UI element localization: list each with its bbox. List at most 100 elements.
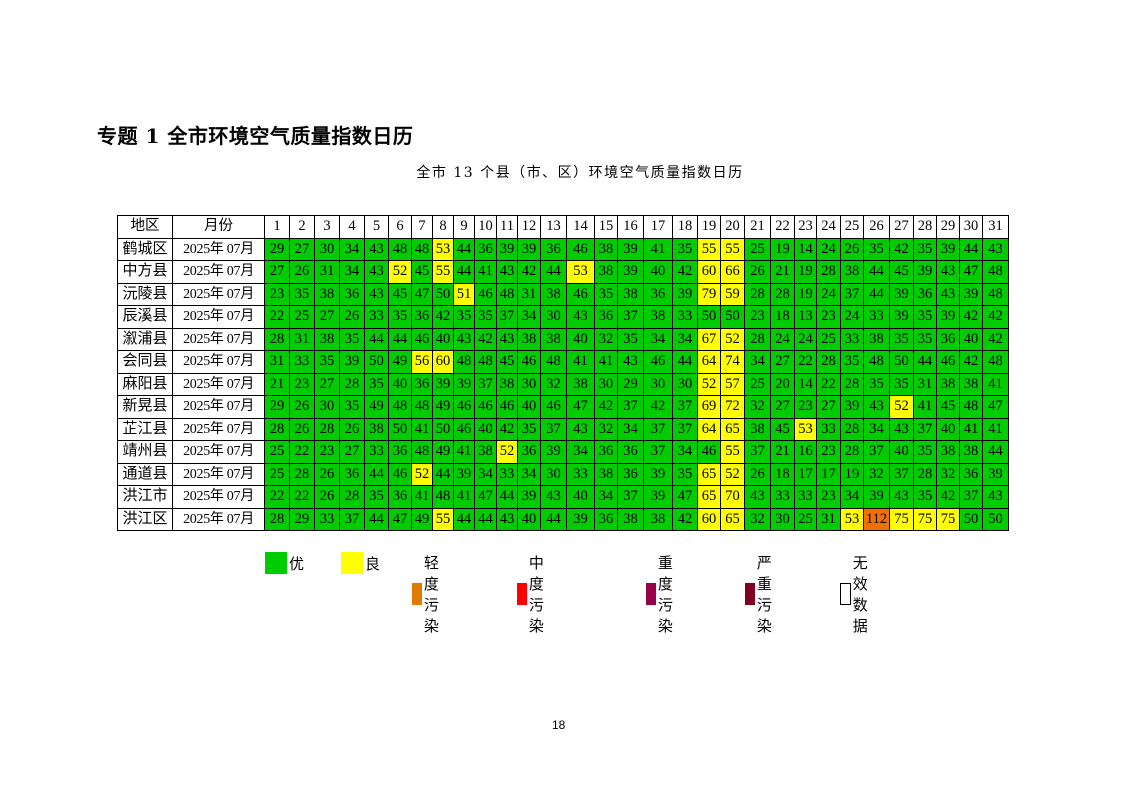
aqi-cell: 17 [816, 462, 841, 486]
aqi-cell: 37 [496, 305, 518, 329]
aqi-cell: 38 [474, 440, 497, 464]
aqi-cell: 52 [496, 440, 518, 464]
aqi-cell: 26 [314, 462, 340, 486]
aqi-cell: 35 [889, 372, 914, 396]
aqi-cell: 66 [720, 260, 745, 284]
legend-label: 良 [365, 554, 381, 573]
aqi-cell: 22 [289, 485, 315, 509]
aqi-cell: 38 [936, 440, 960, 464]
aqi-cell: 65 [720, 507, 745, 531]
aqi-cell: 43 [889, 485, 914, 509]
aqi-cell: 33 [816, 417, 841, 441]
aqi-cell: 44 [453, 507, 475, 531]
month-cell: 2025年 07月 [172, 327, 265, 351]
month-cell: 2025年 07月 [172, 350, 265, 374]
aqi-cell: 27 [314, 305, 340, 329]
month-cell: 2025年 07月 [172, 260, 265, 284]
aqi-cell: 30 [770, 507, 795, 531]
aqi-cell: 34 [744, 350, 771, 374]
aqi-cell: 36 [936, 327, 960, 351]
header-day: 1 [264, 215, 290, 239]
aqi-cell: 42 [672, 260, 698, 284]
aqi-cell: 38 [863, 327, 890, 351]
header-day: 23 [794, 215, 817, 239]
aqi-cell: 44 [474, 507, 497, 531]
aqi-cell: 38 [617, 282, 644, 306]
aqi-cell: 33 [863, 305, 890, 329]
aqi-cell: 36 [339, 282, 365, 306]
aqi-cell: 37 [617, 305, 644, 329]
aqi-cell: 37 [672, 395, 698, 419]
aqi-cell: 25 [264, 462, 290, 486]
aqi-cell: 39 [453, 462, 475, 486]
aqi-cell: 52 [411, 462, 433, 486]
aqi-cell: 30 [517, 372, 541, 396]
aqi-cell: 46 [474, 282, 497, 306]
aqi-cell: 47 [566, 395, 595, 419]
aqi-cell: 32 [863, 462, 890, 486]
header-day: 4 [339, 215, 365, 239]
aqi-cell: 33 [314, 507, 340, 531]
aqi-cell: 34 [672, 327, 698, 351]
aqi-cell: 34 [339, 260, 365, 284]
aqi-cell: 28 [289, 462, 315, 486]
aqi-cell: 39 [863, 485, 890, 509]
aqi-cell: 28 [264, 507, 290, 531]
aqi-cell: 28 [744, 327, 771, 351]
aqi-cell: 34 [617, 417, 644, 441]
aqi-cell: 60 [697, 260, 721, 284]
aqi-cell: 50 [432, 282, 454, 306]
aqi-cell: 38 [617, 507, 644, 531]
aqi-cell: 44 [453, 237, 475, 261]
aqi-cell: 19 [794, 260, 817, 284]
aqi-cell: 32 [744, 507, 771, 531]
aqi-cell: 30 [594, 372, 618, 396]
legend-swatch [341, 552, 363, 574]
aqi-cell: 48 [432, 485, 454, 509]
aqi-cell: 38 [594, 462, 618, 486]
aqi-cell: 49 [364, 395, 389, 419]
aqi-cell: 41 [959, 417, 983, 441]
aqi-cell: 39 [672, 282, 698, 306]
aqi-cell: 48 [388, 395, 412, 419]
aqi-cell: 48 [411, 237, 433, 261]
aqi-cell: 46 [936, 350, 960, 374]
aqi-cell: 37 [744, 440, 771, 464]
header-day: 2 [289, 215, 315, 239]
header-month: 月份 [172, 215, 265, 239]
aqi-cell: 29 [264, 395, 290, 419]
aqi-cell: 37 [959, 485, 983, 509]
table-row: 鹤城区 2025年 07月 29 27 30 34 43 48 48 53 44 36 39 39 36 46… [117, 237, 1009, 261]
table-row: 沅陵县 2025年 07月 23 35 38 36 43 45 47 50 51 46 48 31 38 46… [117, 282, 1009, 306]
month-cell: 2025年 07月 [172, 237, 265, 261]
table-row: 洪江区 2025年 07月 28 29 33 37 44 47 49 55 44 44 43 40 44 39… [117, 507, 1009, 531]
aqi-cell: 38 [643, 305, 673, 329]
aqi-cell: 38 [840, 260, 864, 284]
aqi-cell: 28 [264, 417, 290, 441]
aqi-cell: 55 [720, 440, 745, 464]
aqi-cell: 46 [697, 440, 721, 464]
header-day: 7 [411, 215, 433, 239]
aqi-cell: 60 [697, 507, 721, 531]
aqi-cell: 38 [959, 372, 983, 396]
region-cell: 麻阳县 [117, 372, 173, 396]
aqi-calendar-table: 地区 月份 1 2 3 4 5 6 7 8 9 10 11 12 13 14 15 16 17 18 19 20 21 2… [117, 215, 1009, 531]
aqi-cell: 43 [936, 260, 960, 284]
aqi-cell: 36 [411, 305, 433, 329]
aqi-cell: 41 [566, 350, 595, 374]
aqi-cell: 18 [770, 462, 795, 486]
aqi-cell: 28 [339, 485, 365, 509]
aqi-cell: 47 [388, 507, 412, 531]
aqi-cell: 22 [289, 440, 315, 464]
aqi-cell: 35 [339, 327, 365, 351]
aqi-cell: 33 [364, 440, 389, 464]
aqi-cell: 46 [643, 350, 673, 374]
month-cell: 2025年 07月 [172, 485, 265, 509]
aqi-cell: 32 [936, 462, 960, 486]
aqi-cell: 43 [364, 282, 389, 306]
legend-item-good: 良 [341, 552, 380, 574]
aqi-cell: 27 [314, 372, 340, 396]
header-day: 22 [770, 215, 795, 239]
aqi-cell: 29 [289, 507, 315, 531]
aqi-cell: 52 [889, 395, 914, 419]
